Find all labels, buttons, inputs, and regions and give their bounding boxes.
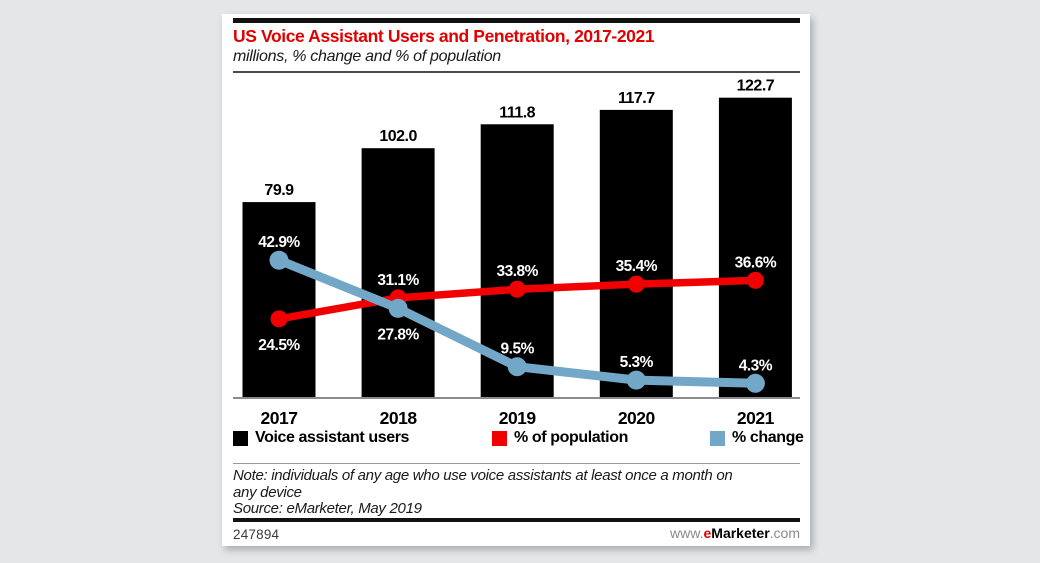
legend-swatch-red-line-icon — [492, 430, 507, 446]
point-2021 — [745, 373, 765, 393]
point-2020 — [627, 275, 645, 293]
chart-subtitle: millions, % change and % of population — [233, 48, 501, 65]
x-tick-2020: 2020 — [618, 408, 656, 426]
x-tick-2019: 2019 — [499, 408, 537, 426]
chart-card: US Voice Assistant Users and Penetration… — [222, 14, 810, 546]
legend-item-pct-change: % change — [710, 429, 804, 447]
pct-label-2021: 4.3% — [739, 357, 773, 374]
note-text: Note: individuals of any age who use voi… — [233, 467, 733, 501]
note-divider — [233, 463, 800, 464]
header-divider — [233, 71, 800, 73]
bar-value-label-2017: 79.9 — [264, 182, 294, 199]
legend-label: % change — [732, 429, 804, 446]
legend-item-voice-assistant-users: Voice assistant users — [233, 429, 409, 447]
x-tick-2021: 2021 — [737, 408, 775, 426]
bottom-thick-rule — [233, 518, 800, 522]
point-2021 — [746, 271, 764, 289]
source-text: Source: eMarketer, May 2019 — [233, 500, 422, 517]
bar-2017 — [242, 202, 316, 397]
chart-card-content: US Voice Assistant Users and Penetration… — [233, 14, 804, 546]
legend-label: % of population — [514, 429, 628, 446]
chart-id: 247894 — [233, 527, 280, 542]
chart-title: US Voice Assistant Users and Penetration… — [233, 26, 655, 46]
pct-label-2021: 36.6% — [735, 254, 777, 271]
chart-footer: 247894 www.eMarketer.com — [233, 525, 800, 545]
point-2017 — [270, 310, 288, 328]
chart-legend: Voice assistant users % of population % … — [233, 429, 804, 449]
pct-label-2020: 35.4% — [616, 258, 658, 275]
bar-value-label-2018: 102.0 — [379, 128, 417, 145]
bar-2021 — [718, 97, 792, 397]
bar-value-label-2021: 122.7 — [737, 78, 775, 95]
chart-svg: 79.9 102.0 111.8 117.7 122.7 24.5% 31.1% 33.8% 3… — [233, 78, 800, 428]
point-2017 — [269, 250, 289, 270]
bar-value-label-2019: 111.8 — [499, 104, 535, 121]
pct-label-2018: 31.1% — [377, 272, 419, 289]
chart-plot-area: 79.9 102.0 111.8 117.7 122.7 24.5% 31.1% 33.8% 3… — [233, 75, 800, 428]
legend-swatch-blue-line-icon — [710, 430, 725, 446]
top-thick-rule — [233, 18, 800, 23]
x-tick-2017: 2017 — [261, 408, 298, 426]
legend-item-pct-of-population: % of population — [492, 429, 628, 447]
point-2018 — [388, 298, 408, 318]
bar-2018 — [361, 148, 435, 397]
footnote-block: Note: individuals of any age who use voi… — [233, 467, 743, 518]
pct-label-2019: 9.5% — [501, 341, 535, 358]
x-tick-2018: 2018 — [380, 408, 418, 426]
point-2020 — [626, 370, 646, 390]
bar-2020 — [599, 109, 673, 397]
pct-label-2017: 24.5% — [258, 337, 300, 354]
emarketer-url: www.eMarketer.com — [670, 525, 800, 541]
point-2019 — [508, 280, 526, 298]
point-2019 — [507, 357, 527, 377]
legend-label: Voice assistant users — [255, 429, 410, 446]
bar-value-label-2020: 117.7 — [618, 90, 655, 107]
pct-label-2019: 33.8% — [496, 263, 538, 280]
pct-label-2018: 27.8% — [377, 326, 419, 343]
legend-swatch-bar-icon — [233, 430, 248, 446]
pct-label-2020: 5.3% — [620, 354, 654, 371]
pct-label-2017: 42.9% — [258, 234, 300, 251]
